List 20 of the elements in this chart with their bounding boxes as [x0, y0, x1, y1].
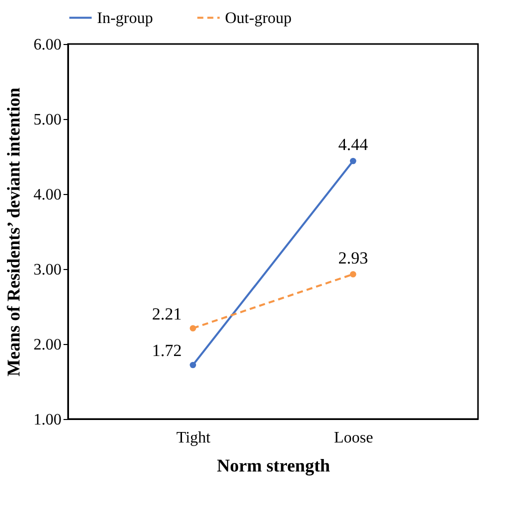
legend-label: Out-group [225, 10, 292, 27]
y-tick-label: 1.00 [34, 412, 62, 428]
point [350, 271, 356, 278]
y-tick-label: 5.00 [34, 112, 62, 128]
x-axis-title: Norm strength [216, 456, 330, 476]
data-label: 2.93 [338, 248, 368, 268]
data-label: 2.21 [152, 304, 182, 324]
y-axis-title: Means of Residents’ deviant intention [4, 88, 24, 376]
y-tick-label: 4.00 [34, 186, 62, 204]
y-tick-label: 2.00 [34, 336, 62, 354]
y-tick-label: 6.00 [34, 36, 62, 54]
legend-label: In-group [97, 10, 153, 27]
x-tick-label: Tight [176, 430, 212, 446]
point [350, 158, 356, 164]
point [190, 325, 196, 332]
data-label: 1.72 [152, 341, 182, 360]
point [190, 362, 196, 368]
y-tick-label: 3.00 [34, 262, 62, 278]
data-label: 4.44 [338, 135, 368, 154]
x-tick-label: Loose [334, 430, 374, 446]
